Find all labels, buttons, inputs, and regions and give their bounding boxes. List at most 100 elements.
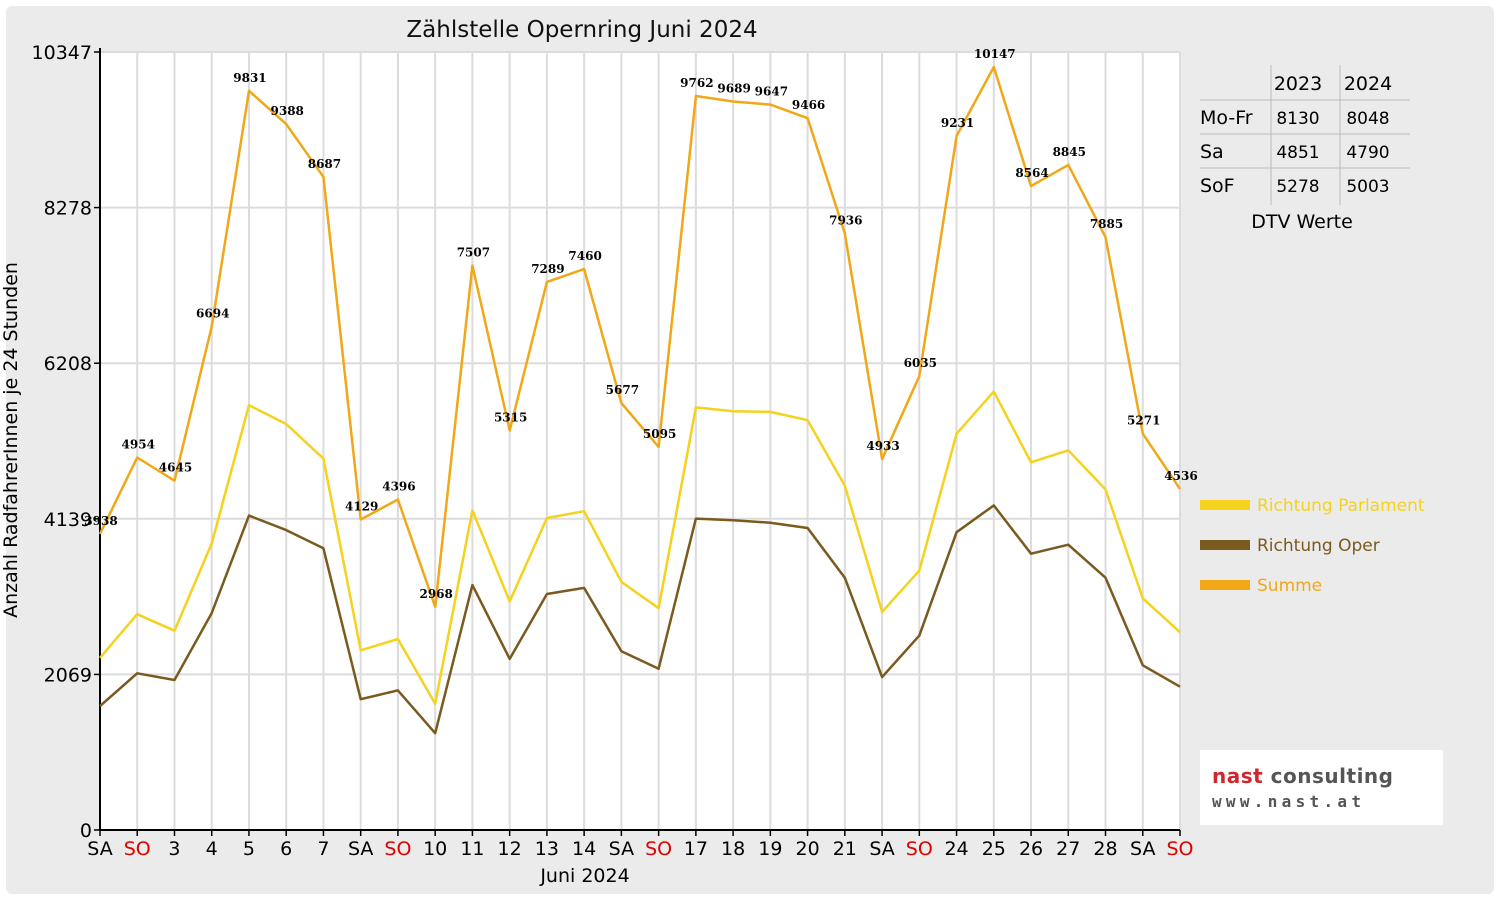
- legend-item-label: Summe: [1257, 576, 1322, 596]
- legend: Richtung Parlament Richtung Oper Summe: [1200, 496, 1425, 596]
- data-label: 8564: [1015, 166, 1048, 180]
- dtv-value-2023: 8130: [1276, 109, 1319, 129]
- x-tick-label: SO: [1166, 838, 1193, 860]
- data-label: 6035: [904, 356, 937, 370]
- dtv-value-2024: 8048: [1346, 109, 1389, 129]
- x-axis-label: Juni 2024: [539, 865, 629, 887]
- dtv-table: 2023 2024 Mo-Fr 8130 8048 Sa 4851 4790 SoF 5278 50…: [1200, 65, 1410, 233]
- data-label: 4536: [1164, 469, 1197, 483]
- x-tick-label: 20: [795, 838, 819, 860]
- dtv-header-2024: 2024: [1344, 73, 1392, 95]
- series-line-summe: [98, 65, 1182, 609]
- series-lines: [98, 65, 1182, 735]
- x-tick-label: 19: [758, 838, 782, 860]
- data-label: 9231: [941, 116, 974, 130]
- x-tick-label: SA: [609, 838, 634, 860]
- x-tick-label: 6: [280, 838, 292, 860]
- data-label: 6694: [196, 307, 229, 321]
- data-label: 5271: [1127, 414, 1160, 428]
- logo-word-nast: nast: [1212, 764, 1264, 788]
- legend-swatch: [1200, 500, 1250, 510]
- x-tick-label: 4: [206, 838, 218, 860]
- data-label: 4129: [345, 500, 378, 514]
- data-label: 2968: [419, 587, 452, 601]
- x-tick-label: 12: [498, 838, 522, 860]
- x-tick-label: 28: [1093, 838, 1117, 860]
- data-label: 10147: [974, 47, 1016, 61]
- x-tick-label: SA: [348, 838, 373, 860]
- data-label: 7460: [568, 249, 601, 263]
- x-tick-label: 17: [684, 838, 708, 860]
- x-tick-label: SA: [1130, 838, 1155, 860]
- dtv-value-2023: 5278: [1276, 177, 1319, 197]
- x-tick-label: SA: [87, 838, 112, 860]
- chart-title: Zählstelle Opernring Juni 2024: [406, 17, 757, 43]
- y-tick-label: 10347: [32, 42, 92, 64]
- data-label: 4396: [382, 479, 415, 493]
- x-tick-label: 27: [1056, 838, 1080, 860]
- x-tick-label: 10: [423, 838, 447, 860]
- dtv-row-label: SoF: [1200, 175, 1235, 197]
- x-tick-label: 13: [535, 838, 559, 860]
- data-label: 9466: [792, 98, 825, 112]
- data-label: 9762: [680, 76, 713, 90]
- series-line-richtung-oper: [99, 504, 1181, 735]
- x-tick-label: 25: [982, 838, 1006, 860]
- x-tick-label: 7: [317, 838, 329, 860]
- y-tick-label: 6208: [44, 353, 92, 375]
- grid: [99, 48, 1181, 831]
- y-tick-label: 4139: [44, 509, 92, 531]
- logo-url: www.nast.at: [1212, 792, 1366, 811]
- y-axis-ticks: 0 2069 4139 6208 8278 10347: [32, 42, 100, 842]
- series-line-richtung-parlament: [99, 390, 1181, 705]
- dtv-row-label: Sa: [1200, 141, 1224, 163]
- x-axis-ticks: SA SO 3 4 5 6 7 SA SO 10 11 12 13 14 SA SO 17 18 19 20 21 SA S…: [87, 830, 1194, 860]
- legend-item-label: Richtung Parlament: [1257, 496, 1425, 516]
- dtv-value-2024: 5003: [1346, 177, 1389, 197]
- legend-swatch: [1200, 540, 1250, 550]
- x-tick-label: 26: [1019, 838, 1043, 860]
- data-label: 4645: [159, 461, 192, 475]
- data-label: 8845: [1053, 145, 1086, 159]
- logo-wordmark: nast consulting: [1212, 764, 1393, 788]
- x-tick-label: 5: [243, 838, 255, 860]
- data-label: 8687: [308, 157, 341, 171]
- dtv-header-2023: 2023: [1274, 73, 1322, 95]
- data-label: 9388: [271, 104, 304, 118]
- data-label: 7885: [1090, 217, 1123, 231]
- y-axis-label: Anzahl RadfahrerInnen je 24 Stunden: [0, 262, 22, 618]
- data-label: 7289: [531, 262, 564, 276]
- x-tick-label: SO: [384, 838, 411, 860]
- data-label: 5095: [643, 427, 676, 441]
- x-tick-label: 18: [721, 838, 745, 860]
- x-tick-label: 21: [833, 838, 857, 860]
- company-logo: nast consulting www.nast.at: [1200, 750, 1443, 825]
- x-tick-label: SO: [906, 838, 933, 860]
- plot-area: [100, 52, 1180, 830]
- data-label: 9689: [717, 81, 750, 95]
- data-label: 3938: [84, 514, 117, 528]
- logo-word-consulting: consulting: [1270, 764, 1394, 788]
- data-label: 7936: [829, 213, 862, 227]
- x-tick-label: SO: [124, 838, 151, 860]
- data-label: 4933: [866, 439, 899, 453]
- dtv-row-label: Mo-Fr: [1200, 107, 1253, 129]
- data-labels: 3938 4954 4645 6694 9831 9388 8687 4129 4396 2968…: [84, 47, 1197, 601]
- x-tick-label: 11: [460, 838, 484, 860]
- y-tick-label: 0: [80, 820, 92, 842]
- y-tick-label: 8278: [44, 198, 92, 220]
- legend-swatch: [1200, 580, 1250, 590]
- x-tick-label: 3: [168, 838, 180, 860]
- x-tick-label: SO: [645, 838, 672, 860]
- dtv-value-2024: 4790: [1346, 143, 1389, 163]
- legend-item-label: Richtung Oper: [1257, 536, 1380, 556]
- dtv-value-2023: 4851: [1276, 143, 1319, 163]
- data-label: 7507: [457, 246, 490, 260]
- dtv-caption: DTV Werte: [1251, 211, 1353, 233]
- x-tick-label: 14: [572, 838, 596, 860]
- y-tick-label: 2069: [44, 664, 92, 686]
- data-label: 5677: [606, 383, 639, 397]
- data-label: 5315: [494, 410, 527, 424]
- x-tick-label: SA: [869, 838, 894, 860]
